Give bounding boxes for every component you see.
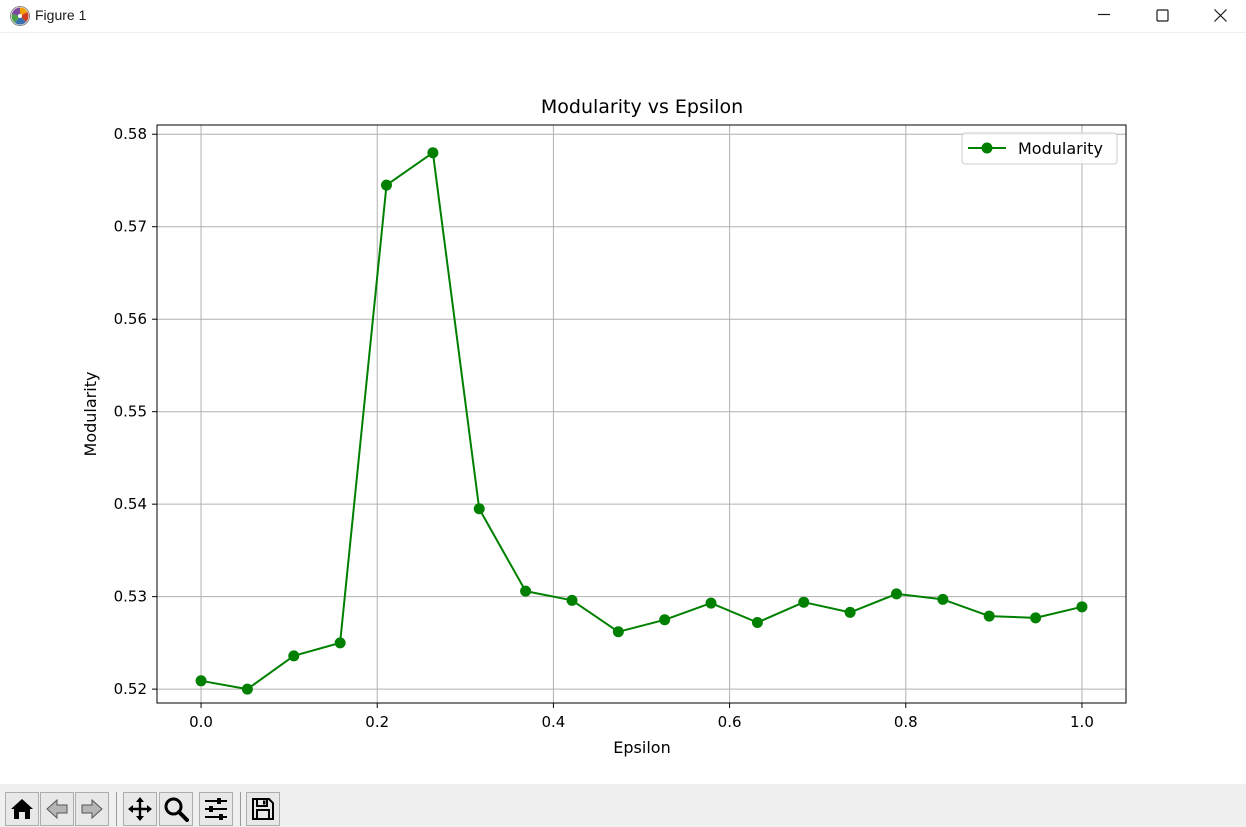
line-chart: Modularity vs Epsilon 0.0 0.2 0.4 0.6 0.8 1.0… [81,96,1127,757]
series-modularity [195,147,1088,695]
toolbar-separator [116,792,117,826]
data-point [844,606,856,618]
data-point [1030,612,1042,624]
x-tick-label: 1.0 [1070,713,1094,731]
figure-canvas[interactable]: Modularity vs Epsilon 0.0 0.2 0.4 0.6 0.8 1.0… [0,33,1246,783]
y-tick-label: 0.57 [114,218,147,236]
back-button[interactable] [40,792,74,826]
y-tick-label: 0.55 [114,403,147,421]
legend-marker-swatch [981,142,993,154]
forward-arrow-icon [81,798,103,820]
close-icon [1214,9,1227,22]
data-point [566,594,578,606]
y-axis-ticks: 0.52 0.53 0.54 0.55 0.56 0.57 0.58 [114,125,157,698]
y-tick-label: 0.56 [114,310,147,328]
data-point [520,585,532,597]
home-button[interactable] [5,792,39,826]
matplotlib-logo-icon [10,6,30,26]
data-point [751,617,763,629]
y-tick-label: 0.54 [114,495,147,513]
data-point [473,503,485,515]
close-button[interactable] [1197,0,1243,32]
y-tick-label: 0.53 [114,588,147,606]
legend-box [961,132,1118,165]
window-title: Figure 1 [35,7,87,23]
x-tick-label: 0.0 [189,713,213,731]
home-icon [11,799,33,819]
chart-title: Modularity vs Epsilon [541,96,743,118]
minimize-button[interactable] [1081,0,1127,32]
data-point [659,614,671,626]
sliders-icon [205,798,227,820]
maximize-button[interactable] [1139,0,1185,32]
y-tick-label: 0.52 [114,680,147,698]
magnifier-icon [164,797,189,822]
move-icon [128,797,152,821]
data-point [427,147,439,159]
y-axis-label: Modularity [81,372,100,457]
toolbar-separator [240,792,241,826]
data-point [983,610,995,622]
x-tick-label: 0.8 [894,713,918,731]
plot-area-frame [156,124,1127,704]
minimize-icon [1098,13,1110,16]
data-point [798,596,810,608]
x-tick-label: 0.6 [718,713,742,731]
grid [157,125,1126,703]
zoom-button[interactable] [159,792,193,826]
series-line-modularity [200,151,1083,691]
maximize-icon [1156,9,1169,22]
data-point [195,675,207,687]
navigation-toolbar [0,784,1246,827]
forward-button[interactable] [75,792,109,826]
x-tick-label: 0.4 [541,713,565,731]
data-point [937,593,949,605]
data-point [612,626,624,638]
data-point [380,179,392,191]
y-tick-label: 0.58 [114,125,147,143]
data-point [891,588,903,600]
pan-button[interactable] [123,792,157,826]
x-axis-label: Epsilon [613,738,670,757]
title-bar[interactable]: Figure 1 [0,0,1246,33]
legend-entry-modularity: Modularity [1018,139,1103,158]
data-point [1076,601,1088,613]
legend: Modularity [961,132,1118,165]
data-point [241,683,253,695]
back-arrow-icon [46,798,68,820]
configure-subplots-button[interactable] [199,792,233,826]
data-point [334,637,346,649]
data-point [705,597,717,609]
floppy-disk-icon [252,798,274,820]
x-tick-label: 0.2 [365,713,389,731]
save-button[interactable] [246,792,280,826]
x-axis-ticks: 0.0 0.2 0.4 0.6 0.8 1.0 [189,703,1094,731]
data-point [288,650,300,662]
